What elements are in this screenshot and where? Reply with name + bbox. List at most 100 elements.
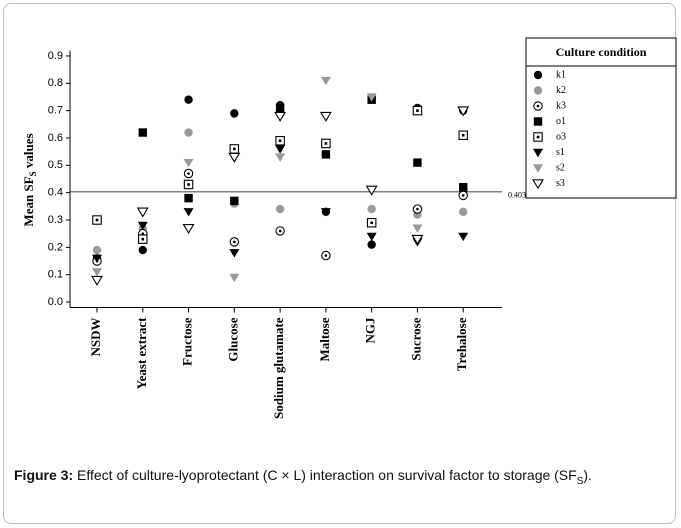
- y-tick-label: 0.7: [48, 105, 63, 117]
- legend-label: o1: [556, 116, 566, 127]
- legend-marker: [533, 164, 543, 173]
- caption: Figure 3: Effect of culture-lyoprotectan…: [14, 466, 674, 491]
- y-label-rest: values: [21, 133, 36, 171]
- marker-dot: [416, 109, 419, 112]
- marker-dot: [233, 240, 236, 244]
- point: [275, 153, 286, 162]
- y-label-sub: S: [28, 171, 38, 176]
- marker-dot: [187, 172, 190, 175]
- point: [366, 232, 377, 242]
- legend-label: s3: [556, 178, 565, 189]
- legend-marker: [532, 179, 544, 190]
- marker-dot: [278, 229, 282, 233]
- point: [230, 109, 239, 118]
- point: [182, 223, 195, 234]
- x-tick-label: Sucrose: [408, 317, 423, 360]
- marker-dot: [324, 142, 328, 145]
- marker-dot: [370, 221, 373, 225]
- y-tick-label: 0.9: [48, 50, 63, 62]
- point: [365, 185, 378, 196]
- caption-label: Figure 3:: [14, 467, 74, 483]
- y-axis-label: Mean SFS values: [21, 133, 38, 226]
- legend-label: s1: [556, 147, 565, 158]
- point: [367, 204, 376, 214]
- point: [184, 95, 193, 104]
- legend-label: k3: [556, 100, 566, 111]
- marker-dot: [461, 133, 465, 137]
- marker-dot: [141, 237, 145, 241]
- point: [92, 254, 102, 263]
- point: [457, 106, 470, 117]
- point: [91, 275, 103, 286]
- point: [366, 93, 377, 102]
- y-tick-label: 0.5: [48, 159, 63, 171]
- point: [367, 240, 376, 249]
- y-tick-label: 0.8: [48, 77, 63, 89]
- legend-marker: [533, 117, 543, 126]
- legend-marker: [533, 70, 543, 80]
- point: [229, 273, 240, 283]
- marker-dot: [536, 104, 540, 108]
- point: [229, 249, 240, 258]
- point: [320, 208, 331, 217]
- point: [230, 196, 239, 206]
- legend-box: [525, 37, 677, 199]
- point: [184, 128, 193, 137]
- point: [275, 145, 286, 154]
- caption-end: ).: [583, 467, 592, 483]
- marker-dot: [416, 207, 419, 211]
- marker-dot: [95, 218, 99, 222]
- caption-text: Effect of culture-lyoprotectant (C × L) …: [73, 467, 577, 483]
- y-tick-label: 0.6: [48, 132, 63, 144]
- x-tick-label: NGJ: [363, 317, 378, 344]
- point: [92, 268, 102, 277]
- marker-dot: [233, 147, 236, 151]
- point: [320, 76, 331, 86]
- marker-dot: [536, 135, 540, 139]
- legend-label: o3: [556, 131, 566, 142]
- point: [319, 111, 332, 122]
- legend-label: s2: [556, 162, 565, 173]
- legend-marker: [533, 148, 543, 158]
- point: [459, 207, 468, 217]
- x-tick-label: Trehalose: [454, 317, 469, 371]
- chart: Mean SFS values Culture condition 0.0 0.1…: [21, 37, 677, 419]
- y-tick-label: 0.3: [48, 214, 63, 226]
- point: [413, 158, 422, 167]
- caption-sub: S: [576, 475, 584, 487]
- y-tick-label: 0.0: [48, 296, 63, 308]
- y-label-main: Mean SF: [21, 176, 36, 226]
- x-tick-label: NSDW: [88, 318, 103, 357]
- point: [183, 208, 194, 217]
- point: [274, 111, 287, 122]
- marker-dot: [141, 232, 145, 235]
- x-tick-label: Yeast extract: [134, 317, 149, 389]
- point: [411, 234, 424, 245]
- point: [184, 193, 193, 203]
- x-tick-label: Fructose: [180, 317, 195, 366]
- legend-title: Culture condition: [556, 45, 647, 59]
- x-tick-label: Maltose: [317, 317, 332, 361]
- frame: [3, 3, 676, 524]
- point: [459, 183, 468, 192]
- point: [275, 204, 285, 214]
- x-tick-label: Glucose: [225, 317, 240, 361]
- point: [228, 152, 241, 163]
- x-tick-label: Sodium glutamate: [271, 317, 286, 419]
- y-tick-label: 0.2: [48, 241, 63, 253]
- marker-dot: [278, 139, 282, 143]
- reference-label: 0.403: [508, 191, 526, 200]
- marker-dot: [324, 254, 328, 257]
- legend-label: k2: [556, 85, 566, 96]
- point: [412, 224, 423, 233]
- point: [136, 207, 149, 218]
- point: [92, 245, 102, 255]
- point: [321, 150, 331, 159]
- legend-label: k1: [556, 69, 566, 80]
- point: [458, 232, 469, 242]
- point: [183, 158, 194, 168]
- legend-marker: [533, 86, 543, 95]
- y-tick-label: 0.4: [48, 187, 63, 199]
- point: [137, 221, 148, 231]
